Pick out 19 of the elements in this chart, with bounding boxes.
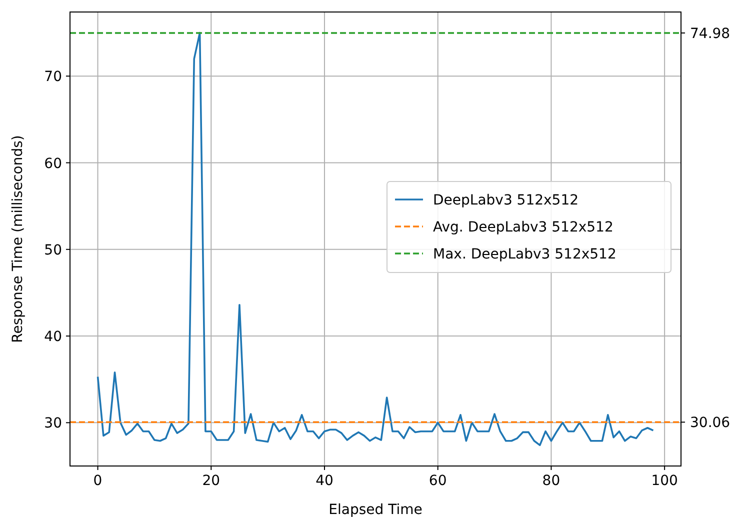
line-series <box>96 32 654 446</box>
x-tick-label: 20 <box>202 473 220 489</box>
legend-label: DeepLabv3 512x512 <box>433 192 579 208</box>
x-tick-label: 60 <box>428 473 447 489</box>
x-tick-label: 40 <box>316 473 334 489</box>
y-tick-label: 50 <box>44 242 62 258</box>
y2-tick-label: 30.06 <box>690 415 730 432</box>
y2-tick-label: 74.98 <box>690 26 730 42</box>
x-axis-title: Elapsed Time <box>328 502 422 517</box>
y-tick-label: 60 <box>44 156 62 172</box>
legend-label: Avg. DeepLabv3 512x512 <box>433 220 614 236</box>
y-tick-label: 70 <box>44 69 62 86</box>
y-tick-label: 30 <box>44 416 62 432</box>
y-tick-label: 40 <box>44 329 62 346</box>
x-tick-label: 80 <box>542 473 560 489</box>
y-axis-title: Response Time (milliseconds) <box>10 135 26 343</box>
x-tick-label: 0 <box>93 473 102 489</box>
legend-label: Max. DeepLabv3 512x512 <box>433 246 616 262</box>
x-tick-label: 100 <box>651 473 678 489</box>
